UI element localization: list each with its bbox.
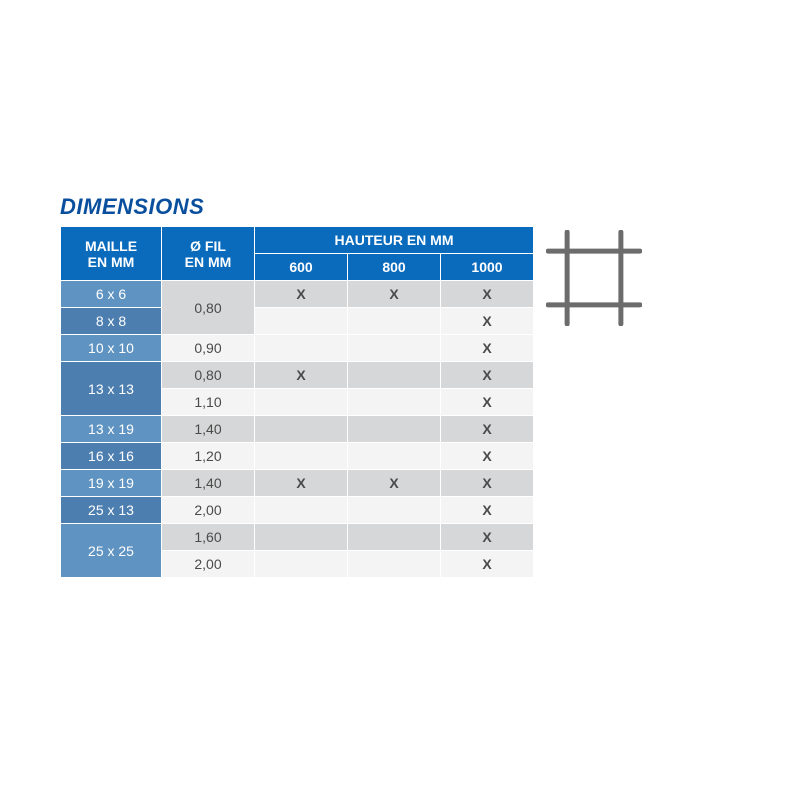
cell-h1000: X <box>441 416 533 442</box>
cell-h1000: X <box>441 362 533 388</box>
cell-h600 <box>255 443 347 469</box>
cell-h800 <box>348 362 440 388</box>
table-row: 10 x 100,90 X <box>61 335 533 361</box>
section-title: DIMENSIONS <box>60 194 740 220</box>
table-row: 25 x 132,00 X <box>61 497 533 523</box>
cell-fil: 1,20 <box>162 443 254 469</box>
header-fil: Ø FIL EN MM <box>162 227 254 280</box>
cell-h600 <box>255 416 347 442</box>
table-body: 6 x 60,80XXX8 x 8X10 x 100,90X13 x 130,8… <box>61 281 533 577</box>
cell-fil: 1,40 <box>162 470 254 496</box>
cell-maille: 19 x 19 <box>61 470 161 496</box>
cell-maille: 13 x 19 <box>61 416 161 442</box>
header-maille-l1: MAILLE <box>85 238 137 254</box>
cell-fil: 2,00 <box>162 551 254 577</box>
cell-h800 <box>348 551 440 577</box>
cell-maille: 6 x 6 <box>61 281 161 307</box>
header-fil-l2: EN MM <box>185 254 232 270</box>
header-800: 800 <box>348 254 440 280</box>
table-row: 13 x 191,40 X <box>61 416 533 442</box>
cell-h1000: X <box>441 497 533 523</box>
table-row: 16 x 161,20 X <box>61 443 533 469</box>
cell-h600 <box>255 551 347 577</box>
cell-fil: 0,90 <box>162 335 254 361</box>
cell-h800: X <box>348 281 440 307</box>
cell-h1000: X <box>441 335 533 361</box>
cell-h800 <box>348 308 440 334</box>
cell-maille: 8 x 8 <box>61 308 161 334</box>
header-maille-l2: EN MM <box>88 254 135 270</box>
cell-h600: X <box>255 470 347 496</box>
cell-h800 <box>348 497 440 523</box>
cell-h800 <box>348 335 440 361</box>
header-1000: 1000 <box>441 254 533 280</box>
cell-h800: X <box>348 470 440 496</box>
table-head: MAILLE EN MM Ø FIL EN MM HAUTEUR EN MM 6… <box>61 227 533 280</box>
header-maille: MAILLE EN MM <box>61 227 161 280</box>
cell-maille: 25 x 13 <box>61 497 161 523</box>
table-row: 8 x 8 X <box>61 308 533 334</box>
cell-maille: 16 x 16 <box>61 443 161 469</box>
cell-maille: 25 x 25 <box>61 524 161 577</box>
header-fil-l1: Ø FIL <box>190 238 226 254</box>
cell-fil: 1,60 <box>162 524 254 550</box>
cell-maille: 13 x 13 <box>61 362 161 415</box>
cell-h1000: X <box>441 551 533 577</box>
table-row: 19 x 191,40XXX <box>61 470 533 496</box>
cell-h600 <box>255 497 347 523</box>
table-row: 25 x 251,60X <box>61 524 533 550</box>
cell-fil: 1,40 <box>162 416 254 442</box>
header-hauteur: HAUTEUR EN MM <box>255 227 533 253</box>
cell-h800 <box>348 389 440 415</box>
table-and-icon-row: MAILLE EN MM Ø FIL EN MM HAUTEUR EN MM 6… <box>60 226 740 578</box>
cell-h1000: X <box>441 470 533 496</box>
cell-h1000: X <box>441 389 533 415</box>
cell-h600 <box>255 524 347 550</box>
cell-fil: 0,80 <box>162 362 254 388</box>
mesh-icon-wrap <box>546 226 642 331</box>
cell-h600: X <box>255 362 347 388</box>
cell-h800 <box>348 443 440 469</box>
cell-h800 <box>348 416 440 442</box>
cell-h1000: X <box>441 443 533 469</box>
dimensions-block: DIMENSIONS MAILLE EN MM Ø FIL EN MM HAUT… <box>60 194 740 578</box>
cell-h600: X <box>255 281 347 307</box>
table-row: 13 x 130,80XX <box>61 362 533 388</box>
cell-h800 <box>348 524 440 550</box>
cell-fil: 0,80 <box>162 281 254 334</box>
header-600: 600 <box>255 254 347 280</box>
dimensions-table: MAILLE EN MM Ø FIL EN MM HAUTEUR EN MM 6… <box>60 226 534 578</box>
cell-h600 <box>255 335 347 361</box>
cell-h1000: X <box>441 308 533 334</box>
mesh-grid-icon <box>546 230 642 326</box>
table-row: 6 x 60,80XXX <box>61 281 533 307</box>
cell-fil: 1,10 <box>162 389 254 415</box>
cell-h600 <box>255 308 347 334</box>
cell-h1000: X <box>441 281 533 307</box>
cell-maille: 10 x 10 <box>61 335 161 361</box>
cell-h1000: X <box>441 524 533 550</box>
cell-fil: 2,00 <box>162 497 254 523</box>
cell-h600 <box>255 389 347 415</box>
